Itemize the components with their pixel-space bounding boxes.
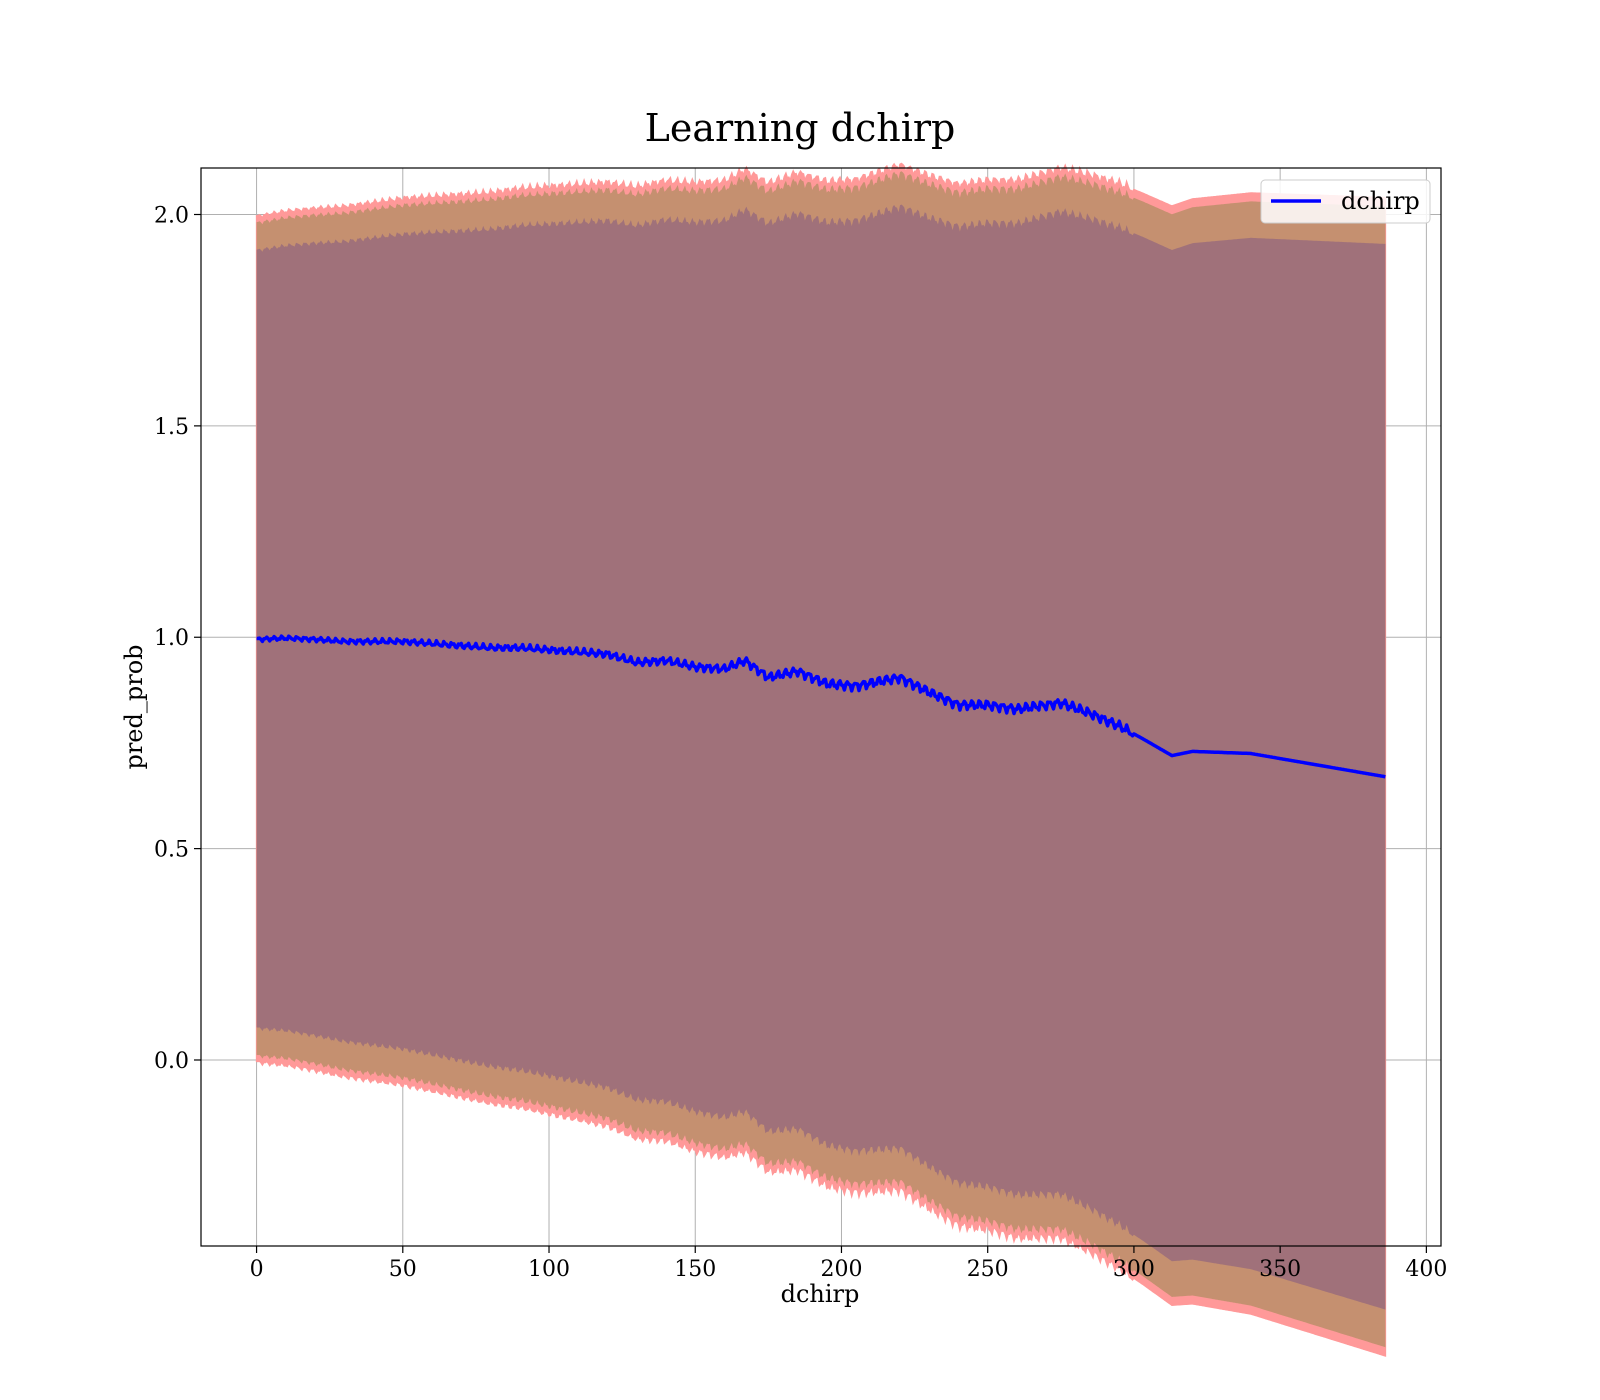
plot-frame [200,167,1442,1247]
x-tick-label: 150 [674,1257,716,1282]
x-tick-label: 0 [250,1257,264,1282]
series-line-dchirp [256,634,1386,779]
x-tick-label: 50 [389,1257,417,1282]
chart-title: Learning dchirp [645,106,956,150]
x-tick-label: 350 [1259,1257,1301,1282]
band-inner [256,204,1386,1310]
x-tick-label: 200 [820,1257,862,1282]
legend-label-dchirp: dchirp [1341,187,1420,215]
uncertainty-bands [255,162,1387,1357]
y-tick-label: 0.0 [154,1049,189,1074]
y-tick-label: 2.0 [154,204,189,229]
x-tick-label: 250 [967,1257,1009,1282]
y-tick-label: 1.5 [154,415,189,440]
series-lines [256,634,1386,779]
y-tick-label: 0.5 [154,838,189,863]
y-axis-label: pred_prob [120,644,148,769]
y-tick-label: 1.0 [154,626,189,651]
x-tick-label: 100 [528,1257,570,1282]
legend-box [1260,179,1431,224]
legend: dchirp [1260,179,1431,224]
x-axis-label: dchirp [781,1280,860,1308]
axis-ticks: 0 50 100 150 200 250 300 350 400 0.0 0.5 1.0 1.5 2.0 [154,204,1447,1282]
x-tick-label: 300 [1113,1257,1155,1282]
x-tick-label: 400 [1405,1257,1447,1282]
